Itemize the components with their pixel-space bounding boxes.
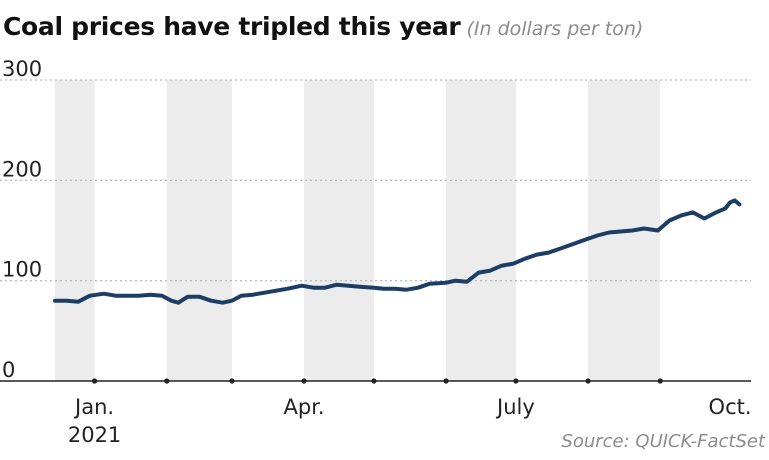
x-tick-year-label: 2021 <box>68 423 121 447</box>
x-axis-dot <box>585 378 591 384</box>
x-axis-dot <box>91 378 98 384</box>
y-tick-label: 300 <box>2 57 42 81</box>
x-axis: Jan. 2021 Apr. July Oct. <box>0 378 752 447</box>
series-layer <box>53 198 742 305</box>
shade-month-2 <box>304 80 374 381</box>
y-tick-label: 0 <box>2 358 15 382</box>
x-axis-dot <box>371 378 377 384</box>
x-axis-dot <box>443 378 449 384</box>
source-note: Source: QUICK-FactSet <box>561 431 766 452</box>
x-tick-label: Apr. <box>284 395 325 419</box>
chart-subtitle: (In dollars per ton) <box>466 18 644 40</box>
y-tick-label: 100 <box>2 258 42 282</box>
y-axis-labels: 0 100 200 300 <box>2 57 42 382</box>
y-tick-label: 200 <box>2 157 42 181</box>
x-tick-label: Jan. <box>73 395 114 419</box>
shade-month-0 <box>55 80 95 381</box>
month-shading <box>55 80 661 381</box>
x-tick-label: July <box>495 395 535 419</box>
shade-month-1 <box>166 80 232 381</box>
x-tick-label: Oct. <box>709 395 752 419</box>
shade-month-3 <box>446 80 516 381</box>
x-axis-dot <box>301 378 307 384</box>
x-axis-dot <box>513 378 519 384</box>
x-axis-dot <box>164 378 170 384</box>
series-line-0 <box>53 198 742 305</box>
title-row: Coal prices have tripled this year (In do… <box>3 12 643 41</box>
chart-title: Coal prices have tripled this year <box>3 12 461 41</box>
x-axis-dot <box>229 378 235 384</box>
gridlines <box>0 79 751 282</box>
x-axis-dot <box>657 378 663 384</box>
